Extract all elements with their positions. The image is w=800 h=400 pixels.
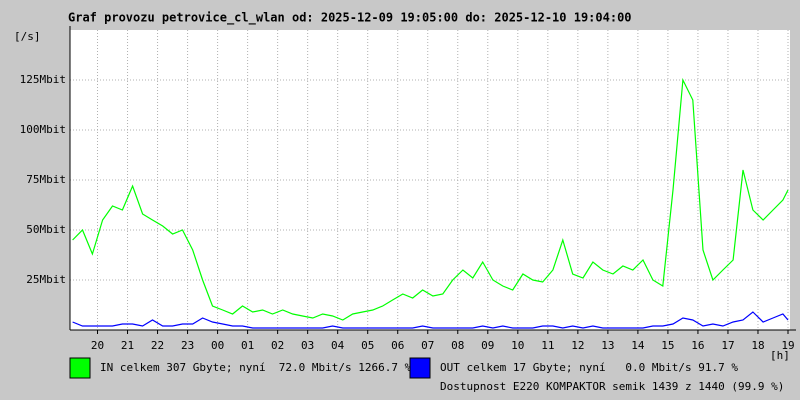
x-tick-label: 21 bbox=[121, 339, 134, 352]
legend-label: OUT celkem 17 Gbyte; nyní 0.0 Mbit/s 91.… bbox=[440, 361, 738, 374]
series-line bbox=[72, 77, 789, 321]
x-tick-label: 19 bbox=[781, 339, 794, 352]
x-tick-label: 02 bbox=[271, 339, 284, 352]
legend-swatch bbox=[69, 357, 91, 379]
x-tick-label: 15 bbox=[661, 339, 674, 352]
x-tick-label: 18 bbox=[751, 339, 764, 352]
x-tick-label: 12 bbox=[571, 339, 584, 352]
legend-swatch bbox=[409, 357, 431, 379]
x-tick-label: 16 bbox=[691, 339, 704, 352]
x-tick-label: 01 bbox=[241, 339, 254, 352]
x-tick-label: 07 bbox=[421, 339, 434, 352]
x-tick-label: 08 bbox=[451, 339, 464, 352]
x-tick-label: 00 bbox=[211, 339, 224, 352]
y-axis-label: [/s] bbox=[14, 30, 41, 43]
annotation: Dostupnost E220 KOMPAKTOR semik 1439 z 1… bbox=[440, 380, 784, 393]
x-axis-label: [h] bbox=[770, 349, 790, 362]
series-line bbox=[72, 311, 789, 329]
x-tick-label: 22 bbox=[151, 339, 164, 352]
chart-title: Graf provozu petrovice_cl_wlan od: 2025-… bbox=[68, 11, 632, 26]
x-tick-label: 20 bbox=[91, 339, 104, 352]
x-tick-label: 03 bbox=[301, 339, 314, 352]
x-tick-label: 04 bbox=[331, 339, 345, 352]
y-tick-label: 50Mbit bbox=[26, 223, 66, 236]
y-tick-label: 75Mbit bbox=[26, 173, 66, 186]
x-tick-label: 05 bbox=[361, 339, 374, 352]
x-tick-label: 09 bbox=[481, 339, 494, 352]
x-tick-label: 06 bbox=[391, 339, 404, 352]
x-tick-label: 13 bbox=[601, 339, 614, 352]
y-tick-label: 100Mbit bbox=[20, 123, 66, 136]
x-tick-label: 23 bbox=[181, 339, 194, 352]
legend-label: IN celkem 307 Gbyte; nyní 72.0 Mbit/s 12… bbox=[100, 361, 412, 374]
x-tick-label: 17 bbox=[721, 339, 734, 352]
x-tick-label: 10 bbox=[511, 339, 524, 352]
x-tick-label: 11 bbox=[541, 339, 554, 352]
y-tick-label: 125Mbit bbox=[20, 73, 66, 86]
x-tick-label: 14 bbox=[631, 339, 645, 352]
y-tick-label: 25Mbit bbox=[26, 273, 66, 286]
